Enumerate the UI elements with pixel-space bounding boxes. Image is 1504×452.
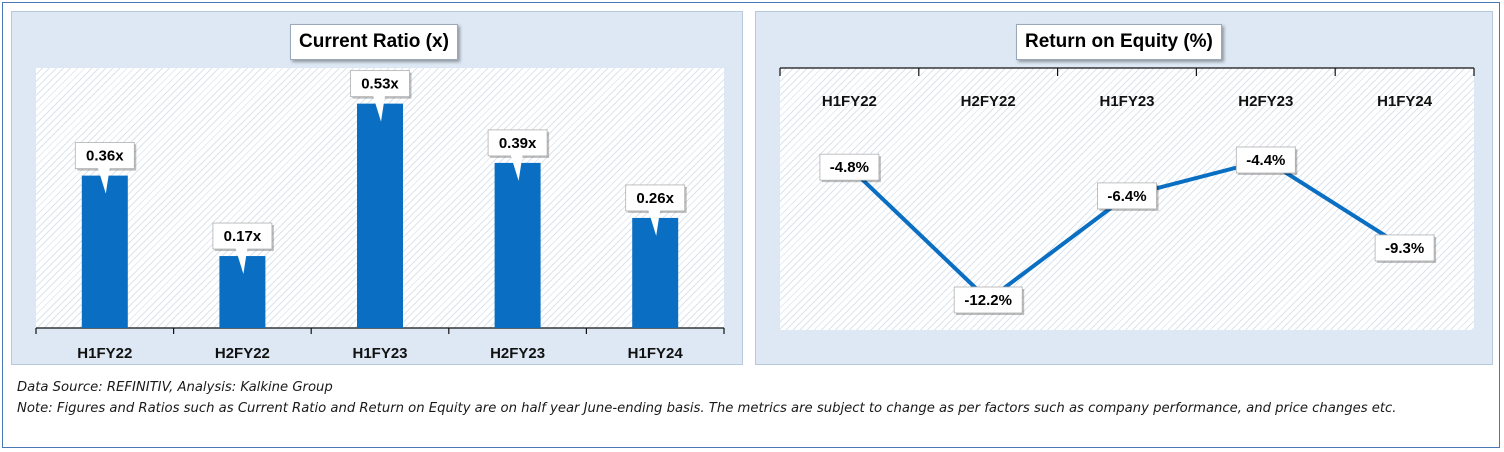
data-label-box [625,184,686,212]
data-label-text: 0.17x [224,228,262,245]
data-label-box [1097,182,1157,210]
bar-h1fy23 [357,103,403,328]
data-label-text: -12.2% [964,292,1012,309]
return-on-equity-panel: H1FY22 H2FY22 H1FY23 H2FY23 H1FY24 -4.8% -12.2… [755,11,1493,365]
x-tick-label: H2FY22 [215,345,270,362]
methodology-note: Note: Figures and Ratios such as Current… [17,401,1397,416]
return-on-equity-plot-area: H1FY22 H2FY22 H1FY23 H2FY23 H1FY24 -4.8% -12.2… [779,67,1475,330]
data-label-box [350,70,410,98]
data-label-text: 0.26x [636,190,674,207]
data-label-box [74,142,135,169]
x-tick-label: H1FY24 [1377,93,1433,110]
x-tick-label: H1FY23 [352,345,407,362]
x-tick-label: H1FY22 [822,93,877,110]
data-label-box [487,129,548,157]
data-label-box [1374,234,1435,262]
x-tick-label: H2FY23 [1238,93,1293,110]
data-label-text: 0.39x [499,135,537,152]
data-label-text: -9.3% [1385,240,1424,257]
data-label-pointer [373,95,385,122]
bar-h1fy24 [632,217,679,328]
data-label-box [819,153,880,181]
data-source-note: Data Source: REFINITIV, Analysis: Kalkin… [17,380,333,395]
data-label-text: -4.4% [1246,152,1285,169]
data-label-text: 0.36x [86,148,124,165]
return-on-equity-title: Return on Equity (%) [1016,24,1222,60]
data-label-pointer [510,154,523,181]
data-label-box [1235,146,1296,174]
data-label-pointer [235,248,248,275]
bar-h1fy22 [81,175,128,328]
x-tick-label: H2FY23 [490,345,545,362]
data-label-pointer [97,167,110,194]
data-label-text: -6.4% [1107,188,1146,205]
footnotes: Data Source: REFINITIV, Analysis: Kalkin… [17,377,1487,419]
x-tick-label: H2FY22 [961,93,1016,110]
return-on-equity-chart: H1FY22 H2FY22 H1FY23 H2FY23 H1FY24 -4.8% -12.2… [779,67,1475,315]
data-label-box [953,286,1023,314]
current-ratio-panel: H1FY22 0.36x H2FY22 0.17x H1FY23 0.53x H2FY23 0… [11,11,743,365]
current-ratio-title: Current Ratio (x) [290,24,458,60]
roe-series-line [848,158,1406,302]
x-tick-label: H1FY23 [1099,93,1154,110]
current-ratio-plot-area: H1FY22 0.36x H2FY22 0.17x H1FY23 0.53x H2FY23 0… [35,68,725,362]
current-ratio-chart: H1FY22 0.36x H2FY22 0.17x H1FY23 0.53x H2FY23 0… [35,70,725,362]
data-label-pointer [648,209,661,236]
x-tick-label: H1FY24 [628,345,684,362]
bar-h2fy23 [494,162,541,328]
data-label-text: 0.53x [361,76,399,93]
x-tick-label: H1FY22 [77,345,132,362]
data-label-text: -4.8% [830,159,869,176]
data-label-box [212,222,273,250]
